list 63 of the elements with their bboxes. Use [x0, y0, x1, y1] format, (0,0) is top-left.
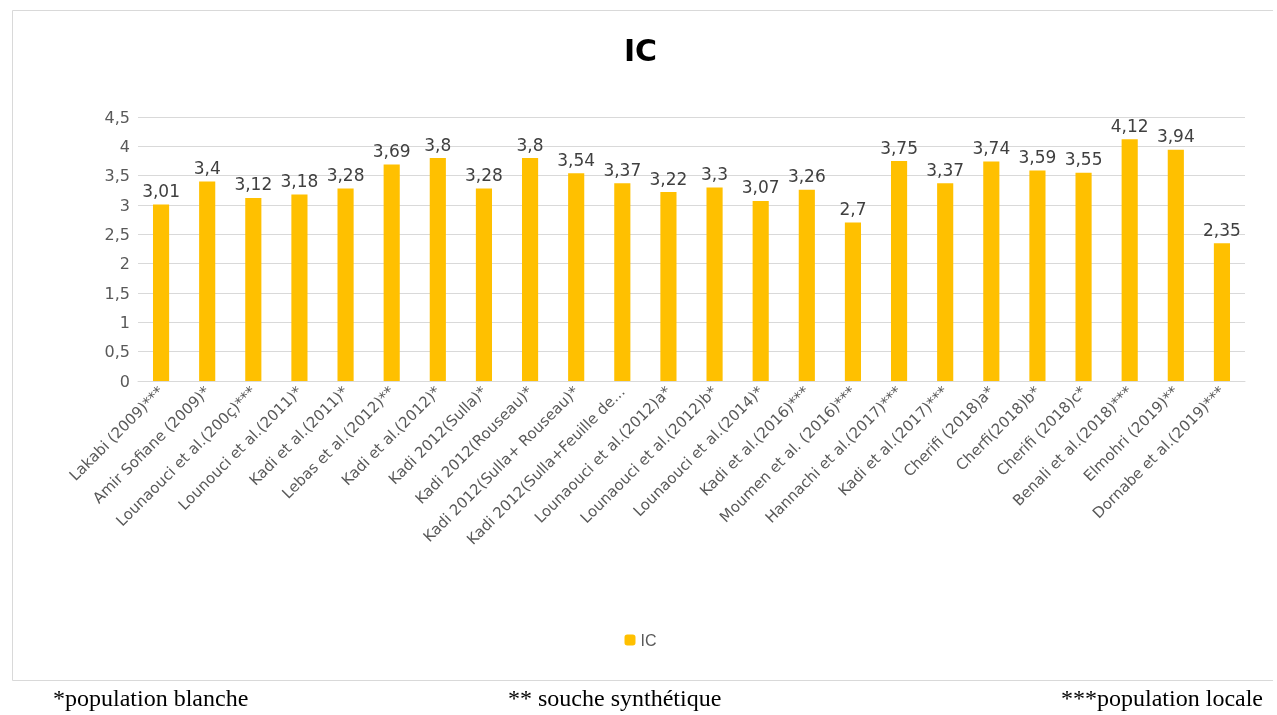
text: ** souche synthétique: [508, 685, 722, 711]
y-tick-label: 2,5: [104, 224, 130, 244]
data-label: 3,28: [465, 165, 503, 186]
bar: [1167, 149, 1184, 381]
y-tick-label: 4,5: [104, 107, 130, 127]
data-label: 3,18: [280, 170, 319, 191]
bar: [568, 173, 585, 381]
data-label: 2,35: [1203, 219, 1241, 240]
y-tick-label: 3: [119, 195, 130, 215]
data-label: 3,12: [234, 174, 273, 195]
text: ***population locale: [1061, 685, 1263, 711]
bar: [1029, 170, 1046, 381]
bar: [1121, 139, 1138, 381]
bar: [429, 158, 446, 381]
data-label: 3,94: [1156, 126, 1195, 147]
y-tick-label: 2: [119, 254, 130, 274]
bar: [475, 188, 493, 381]
data-label: 3,26: [787, 166, 826, 187]
bar: [245, 197, 262, 381]
data-label: 3,55: [1064, 149, 1103, 170]
bar: [706, 187, 723, 381]
data-label: 3,75: [880, 137, 918, 158]
bar: [890, 161, 908, 381]
data-label: 2,7: [839, 199, 867, 220]
y-tick-label: 3,5: [104, 166, 130, 186]
data-label: 3,37: [926, 159, 965, 180]
bar: [844, 222, 862, 381]
bar: [937, 183, 954, 381]
y-tick-label: 1: [119, 312, 130, 332]
y-tick-label: 0,5: [104, 342, 130, 362]
legend-label: IC: [640, 631, 657, 649]
bar: [152, 204, 170, 381]
bar: [1075, 172, 1092, 381]
data-label: 3,37: [603, 159, 642, 180]
bar: [752, 200, 769, 381]
bar: [199, 181, 216, 381]
bar: [383, 164, 400, 381]
bar: [1213, 243, 1231, 381]
bar: [798, 189, 815, 381]
y-tick-label: 0: [119, 371, 130, 391]
bar: [614, 183, 631, 381]
data-label: 3,3: [701, 163, 729, 184]
data-label: 3,54: [557, 149, 596, 170]
text: *population blanche: [53, 685, 249, 711]
data-label: 3,59: [1018, 146, 1057, 167]
data-label: 3,74: [972, 138, 1011, 159]
bar: [983, 161, 1000, 381]
data-label: 3,8: [516, 134, 544, 155]
data-label: 3,8: [424, 134, 452, 155]
y-tick-label: 4: [119, 136, 130, 156]
y-tick-label: 1,5: [104, 283, 130, 303]
bar: [660, 192, 677, 381]
data-label: 4,12: [1110, 115, 1149, 136]
bar: [337, 188, 354, 381]
data-label: 3,07: [741, 177, 780, 198]
bar: [291, 194, 308, 381]
chart-title: IC: [623, 32, 658, 68]
bar: [521, 158, 539, 381]
data-label: 3,22: [649, 168, 688, 189]
data-label: 3,01: [142, 180, 180, 201]
data-label: 3,4: [193, 158, 221, 179]
data-label: 3,28: [326, 165, 365, 186]
data-label: 3,69: [372, 141, 411, 162]
